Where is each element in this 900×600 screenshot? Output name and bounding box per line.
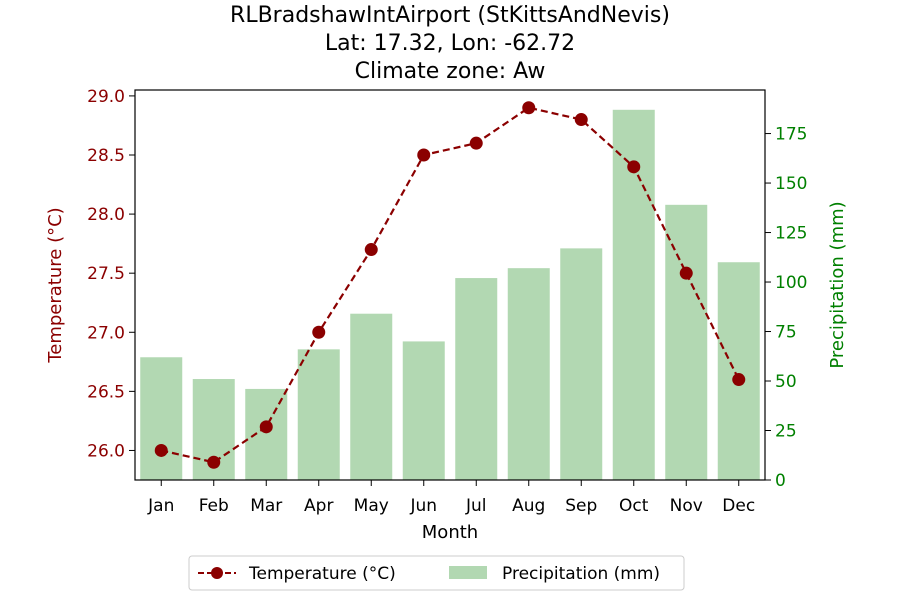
right-axis-label: Precipitation (mm) [827,201,848,368]
legend-precipitation-swatch [449,566,487,579]
bar-nov [665,204,708,481]
x-tick-label: Jan [147,496,174,516]
point-may [364,243,378,257]
x-axis-label: Month [422,522,478,543]
bar-sep [560,248,603,480]
point-aug [522,101,536,115]
x-axis-ticks: Jan Feb Mar Apr May Jun Jul Aug Sep Oct Nov Dec [147,480,755,516]
x-tick-label: Jul [465,496,487,516]
bar-aug [507,268,550,480]
left-tick-label: 26.5 [87,382,125,402]
legend-box [188,555,685,591]
legend-temperature-label: Temperature (°C) [248,564,396,584]
right-tick-label: 175 [775,125,807,145]
x-tick-label: Mar [250,496,282,516]
x-tick-label: Dec [722,496,755,516]
left-tick-label: 27.5 [87,264,125,284]
chart-title: RLBradshawIntAirport (StKittsAndNevis) L… [230,3,670,84]
point-nov [679,266,693,280]
legend-precipitation-label: Precipitation (mm) [502,564,660,584]
right-axis-ticks: 0 25 50 75 100 125 150 175 [765,125,807,491]
left-tick-label: 28.0 [87,205,125,225]
bar-jul [455,278,498,480]
x-tick-label: Apr [304,496,333,516]
title-line-1: RLBradshawIntAirport (StKittsAndNevis) [230,3,670,28]
precipitation-bars [140,109,760,481]
x-tick-label: Nov [670,496,703,516]
point-feb [207,455,221,469]
x-tick-label: Oct [619,496,649,516]
point-dec [732,373,746,387]
bar-mar [245,388,288,480]
bar-jan [140,357,183,480]
bar-dec [717,262,760,480]
left-tick-label: 26.0 [87,441,125,461]
point-jan [154,443,168,457]
left-tick-label: 29.0 [87,87,125,107]
temperature-line [154,101,746,469]
x-tick-label: Sep [565,496,597,516]
x-tick-label: Jun [409,496,437,516]
right-tick-label: 125 [775,224,807,244]
bar-jun [402,341,445,480]
right-tick-label: 50 [775,372,797,392]
point-jul [469,136,483,150]
right-tick-label: 100 [775,273,807,293]
bar-apr [297,349,340,480]
title-line-3: Climate zone: Aw [355,59,546,84]
left-axis-ticks: 26.0 26.5 27.0 27.5 28.0 28.5 29.0 [87,87,135,461]
point-sep [574,113,588,127]
right-tick-label: 150 [775,174,807,194]
plot-frame [134,89,766,481]
point-apr [312,325,326,339]
left-tick-label: 28.5 [87,146,125,166]
left-tick-label: 27.0 [87,323,125,343]
x-tick-label: Aug [512,496,545,516]
point-jun [417,148,431,162]
bar-may [350,313,393,480]
legend: Temperature (°C) Precipitation (mm) [188,555,685,591]
point-oct [627,160,641,174]
right-tick-label: 25 [775,422,797,442]
right-tick-label: 75 [775,323,797,343]
right-tick-label: 0 [775,471,786,491]
left-axis-label: Temperature (°C) [45,207,66,363]
x-tick-label: May [354,496,389,516]
legend-temperature-marker [211,567,223,579]
x-tick-label: Feb [199,496,229,516]
title-line-2: Lat: 17.32, Lon: -62.72 [325,31,575,56]
point-mar [259,420,273,434]
